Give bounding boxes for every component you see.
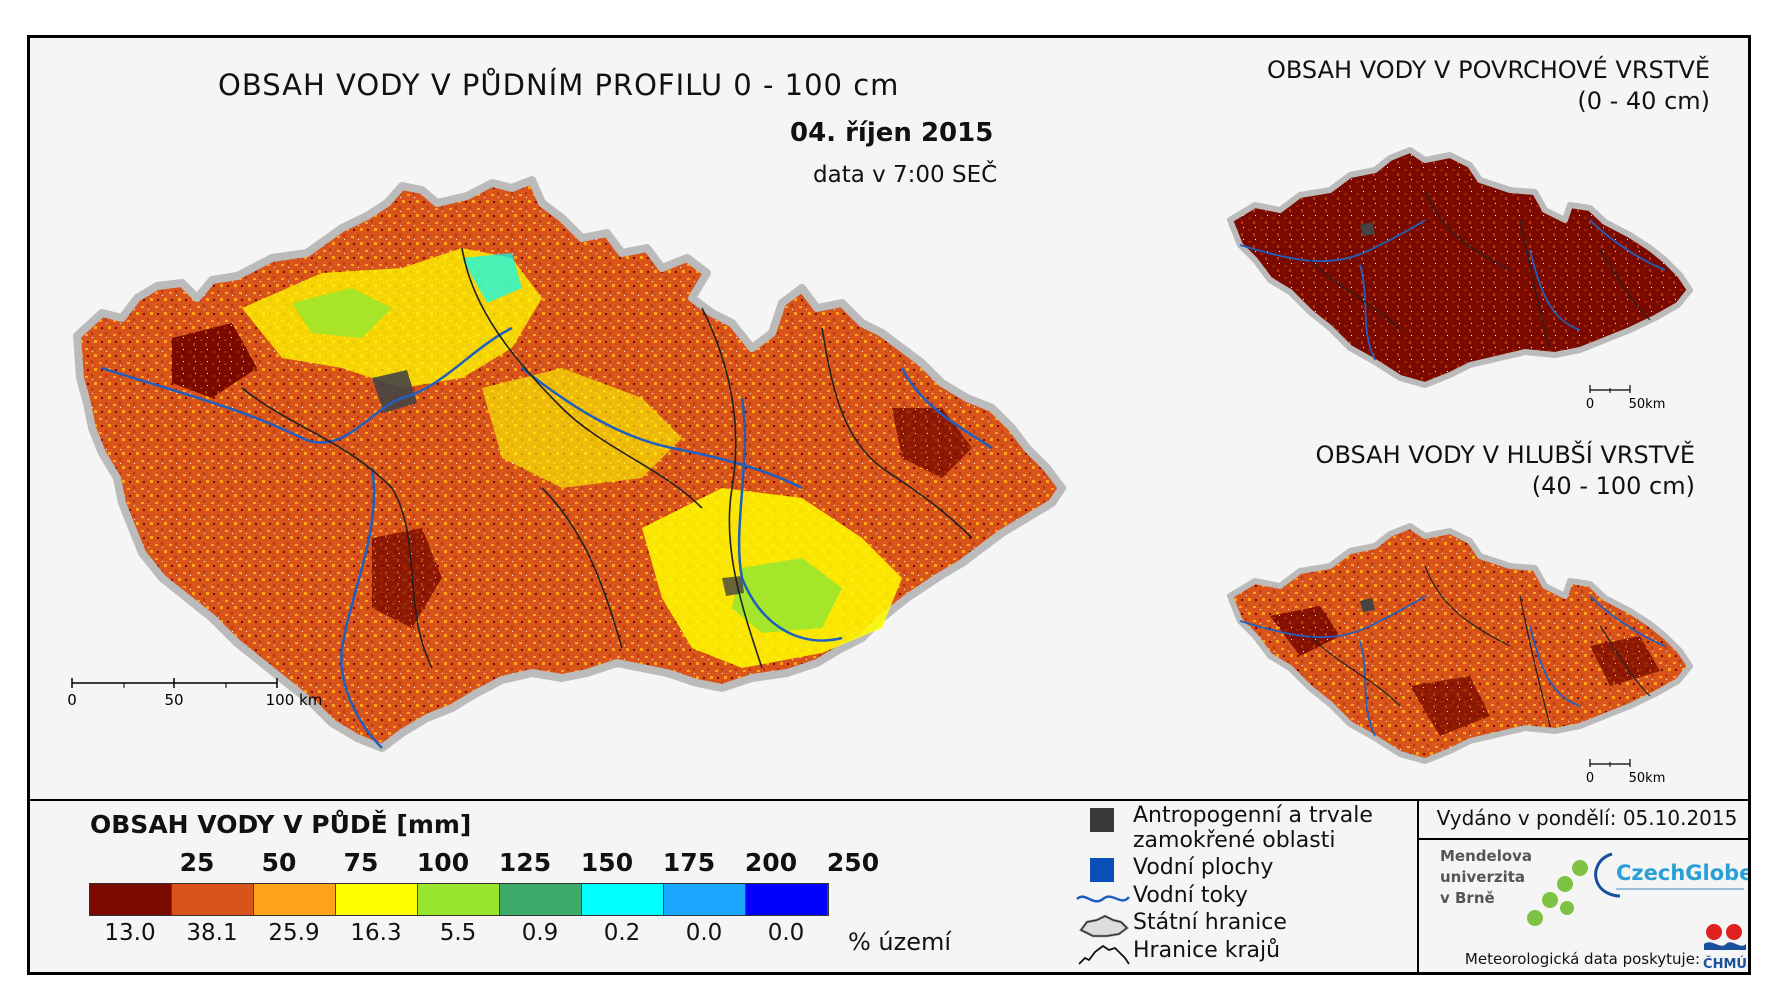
rivers (101, 326, 993, 749)
main-soil-water-map: 0 50 100 km (67, 176, 1066, 752)
main-map-title: OBSAH VODY V PŮDNÍM PROFILU 0 - 100 cm (218, 68, 900, 102)
symbol-wetland-label-2: zamokřené oblasti (1133, 828, 1336, 853)
legend-percent: 0.0 (767, 920, 805, 946)
legend-swatch (254, 884, 336, 915)
state-border-icon (1079, 914, 1129, 938)
legend-swatch (500, 884, 582, 915)
main-map-date: 04. říjen 2015 (790, 118, 994, 148)
legend-threshold: 75 (343, 848, 379, 877)
surface-layer-title-line2: (0 - 40 cm) (1577, 87, 1710, 115)
legend-percent: 0.0 (685, 920, 723, 946)
river-line-icon (1076, 895, 1130, 903)
legend-divider-vertical (1417, 799, 1419, 972)
legend-threshold: 250 (826, 848, 880, 877)
legend-percentages: 13.0 38.1 25.9 16.3 5.5 0.9 0.2 0.0 0.0 (89, 920, 827, 946)
deep-layer-map: 0 50km (1227, 523, 1693, 786)
legend-threshold: 175 (662, 848, 716, 877)
deep-layer-title: OBSAH VODY V HLUBŠÍ VRSTVĚ (40 - 100 cm) (1180, 440, 1695, 502)
chmu-text: ČHMÚ (1703, 956, 1747, 972)
main-scale-label-100: 100 km (266, 691, 323, 709)
mendel-line-3: v Brně (1440, 889, 1495, 907)
issued-divider (1419, 838, 1748, 840)
surface-layer-map: 0 50km (1227, 147, 1693, 412)
dark-square-icon (1090, 808, 1114, 832)
main-scale-bar: 0 50 100 km (67, 678, 322, 709)
legend-threshold: 25 (179, 848, 215, 877)
legend-threshold: 150 (580, 848, 634, 877)
legend-swatch (418, 884, 500, 915)
surface-layer-title: OBSAH VODY V POVRCHOVÉ VRSTVĚ (0 - 40 cm… (1180, 55, 1710, 117)
legend-percent: 5.5 (439, 920, 477, 946)
symbol-state-border-label: Státní hranice (1133, 910, 1287, 935)
czechglobe-text: CzechGlobe (1616, 861, 1750, 885)
legend-threshold: 50 (261, 848, 297, 877)
legend-percent: 0.2 (603, 920, 641, 946)
blue-square-icon (1090, 858, 1114, 882)
surface-layer-title-line1: OBSAH VODY V POVRCHOVÉ VRSTVĚ (1267, 56, 1710, 84)
legend-percent: 25.9 (268, 920, 320, 946)
legend-percent: 38.1 (186, 920, 238, 946)
legend-percent: 16.3 (350, 920, 402, 946)
czechglobe-logo: CzechGlobe (1594, 852, 1750, 898)
legend-swatch (172, 884, 254, 915)
main-scale-label-50: 50 (164, 691, 183, 709)
legend-swatch (90, 884, 172, 915)
main-scale-label-0: 0 (67, 691, 77, 709)
symbol-water-bodies-label: Vodní plochy (1133, 855, 1274, 880)
legend-swatch (746, 884, 828, 915)
symbol-rivers-label: Vodní toky (1133, 883, 1248, 908)
chmu-logo: ČHMÚ (1703, 924, 1747, 972)
mendel-dots-icon (1527, 860, 1588, 926)
legend-swatch (664, 884, 746, 915)
symbol-wetland-label-1: Antropogenní a trvale (1133, 803, 1373, 828)
surface-scale-label-0: 0 (1586, 397, 1594, 412)
legend-threshold: 125 (498, 848, 552, 877)
legend-threshold: 200 (744, 848, 798, 877)
deep-layer-title-line1: OBSAH VODY V HLUBŠÍ VRSTVĚ (1315, 441, 1695, 469)
issued-date: Vydáno v pondělí: 05.10.2015 (1436, 806, 1738, 830)
symbol-region-border-label: Hranice krajů (1133, 938, 1281, 963)
legend-percent: 13.0 (104, 920, 156, 946)
deep-scale-label-0: 0 (1586, 771, 1594, 786)
main-map-data-time: data v 7:00 SEČ (813, 162, 998, 188)
legend-swatch (582, 884, 664, 915)
legend-color-bar (89, 883, 829, 916)
data-provider-label: Meteorologická data poskytuje: (1464, 950, 1700, 968)
mendel-line-1: Mendelova (1440, 847, 1533, 865)
deep-layer-title-line2: (40 - 100 cm) (1531, 472, 1695, 500)
legend-title: OBSAH VODY V PŮDĚ [mm] (90, 810, 472, 839)
legend-swatch (336, 884, 418, 915)
moisture-patches (172, 248, 972, 668)
legend-percent: 0.9 (521, 920, 559, 946)
legend-unit: % území (848, 928, 952, 956)
surface-scale-bar: 0 50km (1586, 385, 1666, 412)
deep-scale-bar: 0 50km (1586, 759, 1666, 786)
surface-scale-label-50: 50km (1629, 397, 1666, 412)
map-panel: 0 50 100 km OBSAH VODY V PŮDNÍM PROFILU … (27, 35, 1751, 975)
legend-threshold: 100 (416, 848, 470, 877)
legend-thresholds: 25 50 75 100 125 150 175 200 250 (80, 848, 880, 880)
deep-scale-label-50: 50km (1629, 771, 1666, 786)
mendel-university-logo: Mendelova univerzita v Brně (1440, 846, 1532, 909)
mendel-line-2: univerzita (1440, 868, 1526, 886)
region-border-icon (1078, 944, 1130, 965)
legend-divider (30, 799, 1748, 801)
region-borders (241, 247, 973, 669)
